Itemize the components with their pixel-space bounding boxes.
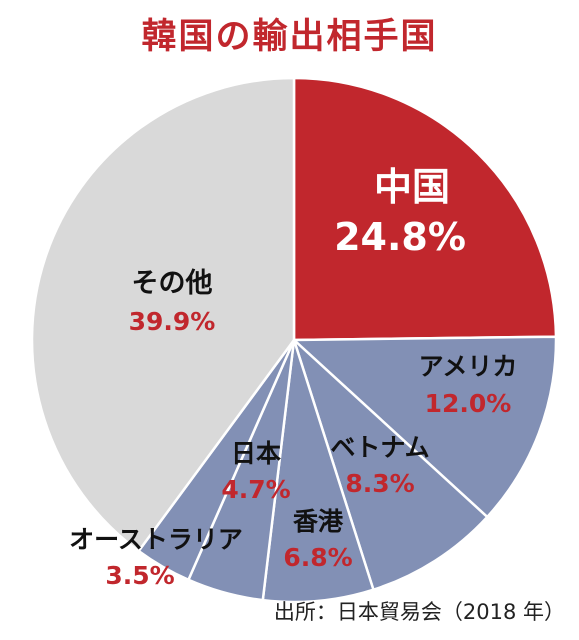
pie-slice-1 [292,76,558,342]
pie-slice-4 [261,339,375,604]
slice-value-6: 3.5% [105,561,174,590]
pie-labels: 中国 24.8% アメリカ 12.0% ベトナム 8.3%香港 6.8% 日本 4.7% オースト… [69,165,517,590]
slice-label-4: 香港 [293,507,344,536]
source-note: 出所：日本貿易会（2018 年） [273,600,565,624]
slice-value-5: 4.7% [221,475,290,504]
slice-label-3: ベトナム [330,433,429,462]
pie-slice-3 [291,335,489,592]
slice-label-1: 中国 [374,165,450,209]
slice-label-6: オーストラリア [69,525,243,554]
slice-value-2: 12.0% [425,389,512,418]
slice-value-3: 8.3% [345,469,414,498]
slice-value-1: 24.8% [334,215,466,259]
pie-slices [30,76,558,604]
pie-slice-2 [290,335,558,519]
slice-value-4: 6.8% [283,543,352,572]
slice-value-7: 39.9% [129,307,216,336]
slice-label-2: アメリカ [419,352,518,381]
slice-label-7: その他 [132,268,213,299]
slice-label-5: 日本 [231,439,281,468]
chart-title: 韓国の輸出相手国 [141,17,438,57]
pie-slice-7 [30,76,296,553]
